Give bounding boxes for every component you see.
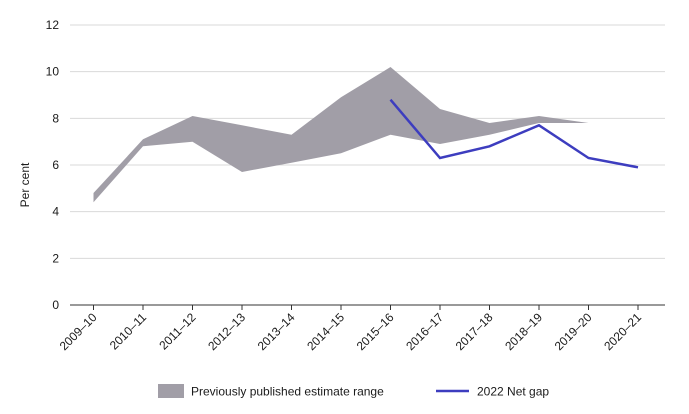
legend-swatch-range [158,384,184,398]
range-area-layer [93,67,589,203]
y-tick-label: 4 [52,205,59,219]
x-tick-label: 2019–20 [552,310,595,353]
y-axis-title: Per cent [18,162,32,207]
y-tick-label: 12 [46,18,60,32]
x-tick-label: 2014–15 [304,310,347,353]
legend: Previously published estimate range 2022… [158,384,549,399]
y-tick-label: 10 [46,65,60,79]
x-tick-label: 2009–10 [57,310,100,353]
x-tick-label: 2018–19 [502,310,545,353]
y-tick-label: 6 [52,158,59,172]
x-tick-label: 2017–18 [453,310,496,353]
x-tick-label: 2013–14 [255,310,298,353]
x-tick-labels: 2009–10 2010–11 2011–12 2012–13 2013–14 2014–… [57,310,645,353]
x-tick-label: 2016–17 [403,310,446,353]
net-gap-line-layer [389,98,639,169]
gridlines [70,24,665,259]
net-gap-line [389,98,639,169]
baseline-layer [70,304,665,310]
legend-label-net-gap: 2022 Net gap [477,385,549,399]
legend-label-range: Previously published estimate range [191,385,384,399]
x-tick-label: 2015–16 [354,310,397,353]
x-tick-label: 2010–11 [107,310,150,353]
y-tick-label: 0 [52,298,59,312]
range-area [93,67,589,203]
x-tick-label: 2011–12 [156,310,199,353]
y-tick-label: 8 [52,111,59,125]
y-tick-label: 2 [52,251,59,265]
x-tick-label: 2012–13 [205,310,248,353]
x-tick-label: 2020–21 [601,310,644,353]
y-tick-labels: 0 2 4 6 8 10 12 [46,18,60,312]
